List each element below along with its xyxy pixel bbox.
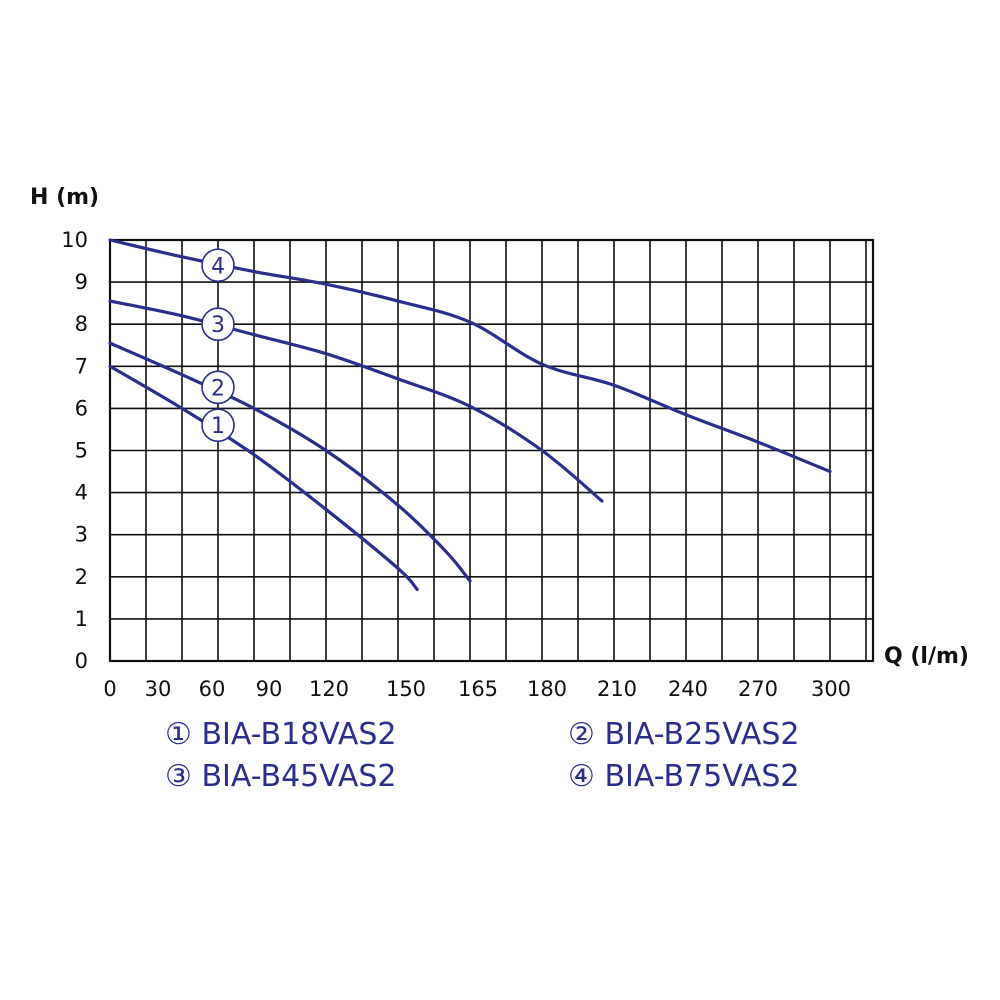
x-tick-label: 150 <box>386 677 426 701</box>
legend-tag-2: ② <box>568 717 595 752</box>
y-tick-label: 7 <box>75 354 88 378</box>
legend-tag-4: ④ <box>568 759 595 794</box>
x-tick-label: 300 <box>811 677 851 701</box>
legend: ① BIA-B18VAS2 ② BIA-B25VAS2 ③ BIA-B45VAS… <box>165 717 800 794</box>
curve-tag-number: 2 <box>211 376 225 401</box>
y-tick-label: 2 <box>75 565 88 589</box>
curve-tag-2: 2 <box>201 370 235 405</box>
legend-tag-3: ③ <box>165 759 192 794</box>
x-tick-label: 90 <box>256 677 283 701</box>
x-tick-labels: 0 30 60 90 120 150 165 180 210 240 270 300 <box>103 677 851 701</box>
curve-tag-circle <box>201 408 235 443</box>
legend-name-2: BIA-B25VAS2 <box>604 717 799 752</box>
y-tick-label: 10 <box>61 228 88 252</box>
curve-tag-4: 4 <box>201 248 235 283</box>
legend-entry-4: ④ BIA-B75VAS2 <box>568 759 800 794</box>
x-tick-label: 165 <box>458 677 498 701</box>
legend-name-1: BIA-B18VAS2 <box>201 717 396 752</box>
y-tick-label: 9 <box>75 270 88 294</box>
y-axis-label: H (m) <box>30 185 99 210</box>
x-tick-label: 0 <box>103 677 116 701</box>
curve-tag-1: 1 <box>201 408 235 443</box>
series-line-3 <box>108 299 604 503</box>
y-tick-labels: 0 1 2 3 4 5 6 7 8 9 10 <box>61 228 88 673</box>
y-tick-label: 6 <box>75 396 88 420</box>
legend-entry-3: ③ BIA-B45VAS2 <box>165 759 397 794</box>
y-tick-label: 0 <box>75 649 88 673</box>
legend-name-3: BIA-B45VAS2 <box>201 759 396 794</box>
x-tick-label: 60 <box>199 677 226 701</box>
curve-tag-number: 4 <box>211 254 225 279</box>
series-line-1 <box>108 364 419 592</box>
y-tick-label: 5 <box>75 439 88 463</box>
x-tick-label: 240 <box>668 677 708 701</box>
x-axis-label: Q (l/m) <box>884 644 969 669</box>
curve-tag-3: 3 <box>201 307 235 342</box>
legend-entry-1: ① BIA-B18VAS2 <box>165 717 397 752</box>
grid <box>109 239 873 662</box>
legend-tag-1: ① <box>165 717 192 752</box>
x-tick-label: 120 <box>309 677 349 701</box>
curve-tag-number: 1 <box>211 414 225 439</box>
y-tick-label: 1 <box>75 607 88 631</box>
x-tick-label: 180 <box>527 677 567 701</box>
curve-tag-circle <box>201 370 235 405</box>
legend-entry-2: ② BIA-B25VAS2 <box>568 717 800 752</box>
series-line-2 <box>108 341 472 583</box>
y-tick-label: 3 <box>75 523 88 547</box>
curve-tag-circle <box>201 248 235 283</box>
plot-border <box>108 238 875 663</box>
curve-tag-circle <box>201 307 235 342</box>
x-tick-label: 30 <box>145 677 172 701</box>
y-tick-label: 8 <box>75 312 88 336</box>
x-tick-label: 270 <box>738 677 778 701</box>
curve-tags: 1 2 3 4 <box>201 248 235 443</box>
x-tick-label: 210 <box>597 677 637 701</box>
plot-frame <box>108 238 875 663</box>
curve-tag-number: 3 <box>211 313 225 338</box>
y-tick-label: 4 <box>75 481 88 505</box>
legend-name-4: BIA-B75VAS2 <box>604 759 799 794</box>
